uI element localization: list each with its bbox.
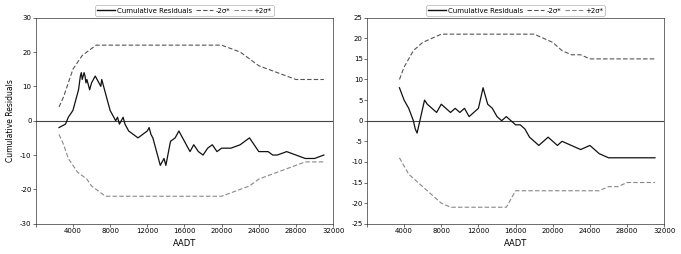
X-axis label: AADT: AADT [504,240,527,248]
Legend: Cumulative Residuals, -2σ*, +2σ*: Cumulative Residuals, -2σ*, +2σ* [95,5,274,15]
Y-axis label: Cumulative Residuals: Cumulative Residuals [5,79,14,162]
Legend: Cumulative Residuals, -2σ*, +2σ*: Cumulative Residuals, -2σ*, +2σ* [426,5,605,15]
X-axis label: AADT: AADT [173,240,196,248]
